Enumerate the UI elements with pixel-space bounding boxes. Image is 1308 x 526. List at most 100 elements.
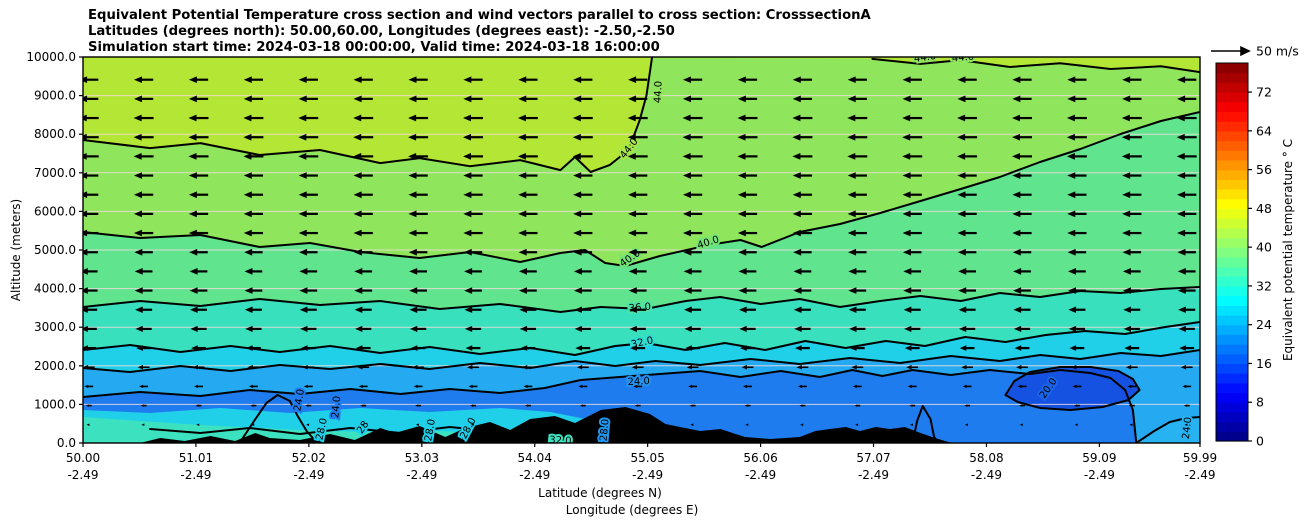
wind-arrow-head <box>247 365 253 370</box>
wind-arrow <box>1178 306 1196 313</box>
wind-arrow-head <box>244 248 253 256</box>
wind-arrow-head <box>1073 404 1077 407</box>
wind-arrow <box>463 229 483 237</box>
wind-arrow <box>848 287 867 294</box>
wind-arrow <box>957 191 977 199</box>
wind-arrow-head <box>464 325 473 332</box>
wind-arrow-head <box>1012 76 1021 84</box>
wind-arrow <box>1176 153 1197 160</box>
wind-arrow <box>1017 384 1027 389</box>
wind-arrow-head <box>741 365 747 370</box>
x-tick-label-longitude: -2.49 <box>293 468 324 482</box>
wind-arrow-head <box>1072 384 1077 389</box>
wind-arrow <box>690 423 694 427</box>
wind-arrow-head <box>521 365 528 370</box>
wind-arrow-head <box>792 210 801 218</box>
wind-arrow <box>741 365 754 370</box>
wind-arrow <box>628 229 648 237</box>
wind-arrow <box>521 365 534 370</box>
wind-arrow-head <box>573 229 582 237</box>
wind-arrow <box>1070 365 1083 370</box>
wind-arrow <box>245 325 262 332</box>
wind-arrow-head <box>685 345 692 351</box>
wind-arrow-head <box>243 153 252 160</box>
colorbar-band <box>1216 363 1248 374</box>
wind-arrow <box>83 306 98 313</box>
wind-arrow <box>408 191 428 199</box>
wind-arrow-head <box>358 384 363 389</box>
contour-line-44 <box>871 57 1200 74</box>
wind-arrow-head <box>902 210 911 218</box>
wind-arrow <box>463 248 483 256</box>
plot-area: 44.044.044.0 44.040.040.036.032.024.024.0… <box>83 57 1200 443</box>
wind-arrow <box>135 306 153 313</box>
wind-arrow <box>574 306 592 313</box>
wind-arrow-head <box>1177 287 1186 294</box>
wind-arrow-head <box>631 365 638 370</box>
wind-arrow <box>573 172 593 179</box>
wind-arrow-head <box>305 404 309 407</box>
wind-arrow <box>1012 248 1032 256</box>
wind-arrow <box>353 229 373 237</box>
wind-arrow <box>409 268 427 275</box>
wind-arrow <box>298 95 318 103</box>
wind-arrow <box>847 76 867 84</box>
colorbar-band <box>1216 392 1248 403</box>
wind-arrow-head <box>738 268 747 275</box>
wind-arrow <box>188 95 209 103</box>
wind-arrow-head <box>907 384 912 389</box>
wind-arrow-head <box>688 384 693 389</box>
wind-arrow-head <box>83 172 88 179</box>
wind-arrow <box>408 210 428 218</box>
wind-arrow-head <box>298 76 307 84</box>
x-tick-label-latitude: 56.06 <box>743 451 777 465</box>
wind-arrow <box>243 95 264 103</box>
wind-arrow <box>682 95 703 103</box>
x-tick-label-longitude: -2.49 <box>1184 468 1215 482</box>
wind-arrow <box>902 172 922 179</box>
wind-arrow <box>740 345 755 351</box>
wind-arrow <box>628 248 647 256</box>
wind-arrow-head <box>408 248 417 256</box>
colorbar-band <box>1216 198 1248 209</box>
wind-arrow <box>851 365 864 370</box>
wind-arrow <box>303 384 313 389</box>
wind-arrow-head <box>635 423 639 427</box>
wind-arrow-head <box>574 306 582 313</box>
wind-arrow-head <box>133 210 142 218</box>
wind-arrow <box>847 95 867 103</box>
wind-arrow-head <box>738 287 747 294</box>
wind-arrow <box>628 172 648 179</box>
wind-arrow <box>1177 191 1197 199</box>
wind-arrow-head <box>464 287 473 294</box>
wind-arrow <box>682 210 703 218</box>
wind-arrow <box>134 248 153 256</box>
wind-arrow-head <box>1014 345 1022 351</box>
wind-arrow-head <box>1067 95 1076 103</box>
wind-arrow <box>737 210 758 218</box>
wind-arrow-head <box>909 423 913 427</box>
wind-arrow-head <box>1066 153 1075 160</box>
wind-arrow <box>517 153 538 160</box>
wind-arrow <box>194 384 203 389</box>
wind-arrow <box>134 268 153 275</box>
wind-arrow-head <box>847 210 856 218</box>
wind-arrow-head <box>737 229 746 237</box>
wind-arrow <box>188 210 209 218</box>
wind-arrow <box>902 114 923 122</box>
wind-arrow <box>306 423 310 427</box>
contour-line-32 <box>83 321 1200 356</box>
wind-arrow-head <box>909 404 913 407</box>
wind-arrow-head <box>957 172 966 179</box>
wind-arrow <box>247 365 260 370</box>
wind-arrow-head <box>467 365 473 370</box>
wind-arrow <box>903 287 922 294</box>
colorbar-band <box>1216 373 1248 384</box>
wind-arrow <box>1180 365 1193 370</box>
wind-arrow-head <box>408 191 417 199</box>
wind-arrow-head <box>903 287 912 294</box>
wind-arrow <box>353 114 374 122</box>
wind-arrow-head <box>792 95 801 103</box>
wind-arrow <box>738 268 757 275</box>
